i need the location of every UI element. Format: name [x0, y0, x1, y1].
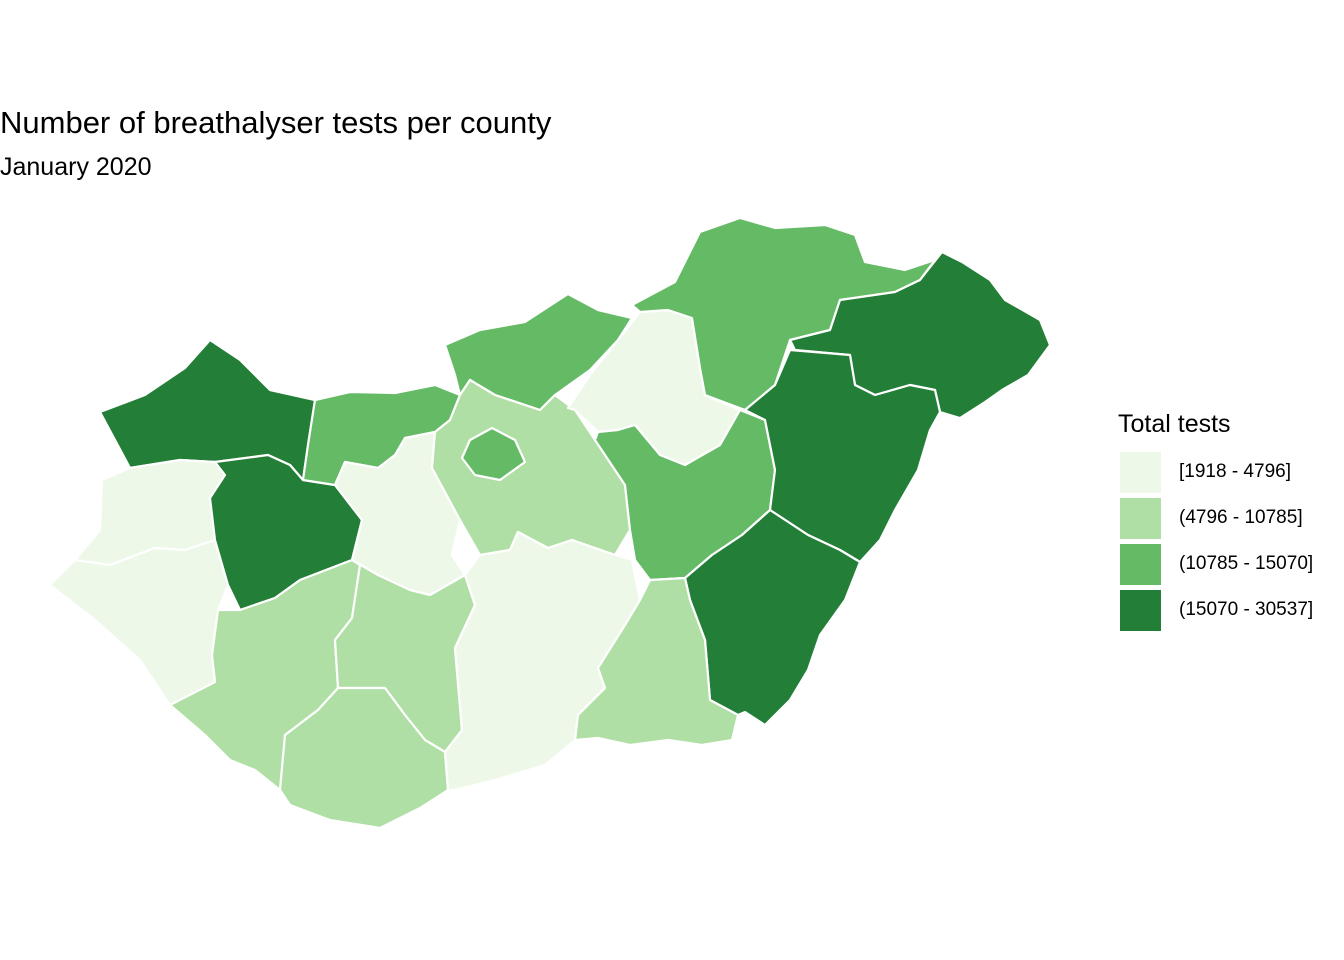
legend-item: [1918 - 4796] — [1118, 452, 1291, 498]
legend-item: (15070 - 30537] — [1118, 590, 1313, 636]
county-west-2[interactable] — [48, 538, 230, 707]
county-capital[interactable] — [460, 426, 527, 482]
legend-item: (10785 - 15070] — [1118, 544, 1313, 590]
legend-swatch — [1120, 452, 1161, 493]
map-title: Number of breathalyser tests per county — [0, 105, 552, 140]
county-south-east[interactable] — [573, 576, 740, 747]
legend-label: (10785 - 15070] — [1179, 553, 1314, 574]
legend: Total tests [1918 - 4796] (4796 - 10785]… — [1118, 408, 1313, 636]
legend-swatch — [1120, 590, 1161, 631]
legend-label: (15070 - 30537] — [1179, 599, 1314, 620]
legend-label: (4796 - 10785] — [1179, 507, 1303, 528]
legend-item: (4796 - 10785] — [1118, 498, 1303, 544]
map-subtitle: January 2020 — [0, 153, 152, 181]
legend-title: Total tests — [1118, 410, 1231, 438]
legend-swatch — [1120, 544, 1161, 585]
legend-label: [1918 - 4796] — [1179, 461, 1291, 482]
legend-swatch — [1120, 498, 1161, 539]
county-north-west[interactable] — [98, 338, 317, 482]
